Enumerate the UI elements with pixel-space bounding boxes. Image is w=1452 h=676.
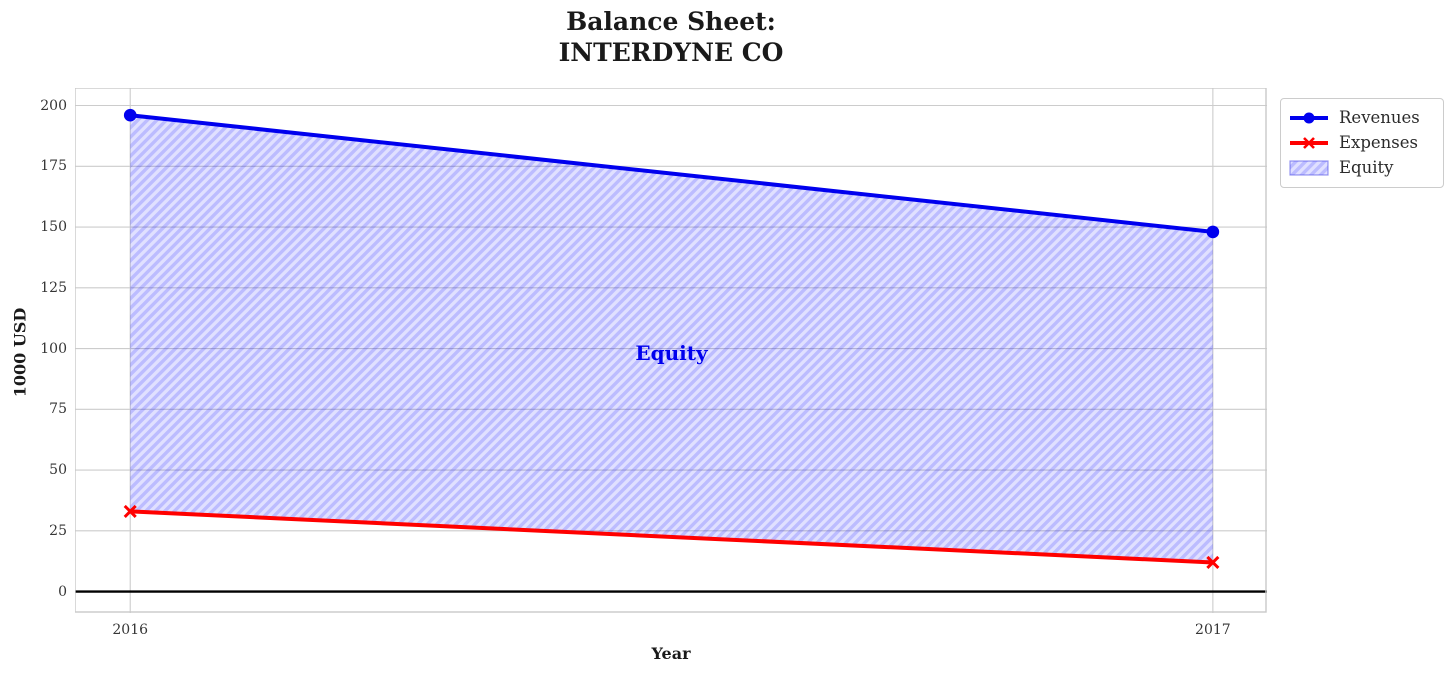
x-tick-label: 2017 (1195, 622, 1231, 638)
equity-patch-icon (1289, 160, 1329, 176)
plot-area (75, 88, 1267, 613)
legend-item-revenues: Revenues (1289, 106, 1433, 131)
y-tick-label: 100 (40, 340, 67, 357)
y-tick-label: 75 (49, 401, 67, 418)
revenues-line-icon (1290, 112, 1328, 124)
plot-frame (75, 88, 1267, 613)
y-tick-label: 0 (58, 583, 67, 600)
revenues-line (130, 113, 1214, 234)
revenues-marker (123, 108, 137, 122)
legend: Revenues Expenses Equity (1280, 98, 1444, 188)
equity-area-annotation: Equity (635, 341, 708, 366)
equity-area (130, 115, 1213, 563)
y-tick-label: 200 (40, 97, 67, 114)
y-axis-label: 1000 USD (10, 307, 30, 398)
chart-title: Balance Sheet: INTERDYNE CO (558, 7, 784, 67)
legend-label-equity: Equity (1339, 157, 1394, 177)
legend-item-equity: Equity (1289, 155, 1433, 180)
x-axis-label: Year (651, 644, 691, 663)
y-tick-label: 175 (40, 158, 67, 175)
legend-item-expenses: Expenses (1289, 131, 1433, 156)
expenses-marker (1206, 555, 1220, 570)
expenses-line (130, 509, 1213, 565)
expenses-marker (123, 504, 137, 518)
y-tick-label: 150 (40, 219, 67, 236)
legend-label-expenses: Expenses (1339, 133, 1419, 152)
y-tick-label: 50 (49, 462, 67, 479)
revenues-marker (1206, 225, 1220, 239)
y-tick-label: 125 (40, 279, 67, 296)
y-tick-label: 25 (49, 522, 67, 539)
x-tick-label: 2016 (112, 622, 149, 638)
expenses-line-icon (1290, 137, 1328, 149)
legend-label-revenues: Revenues (1339, 108, 1420, 128)
